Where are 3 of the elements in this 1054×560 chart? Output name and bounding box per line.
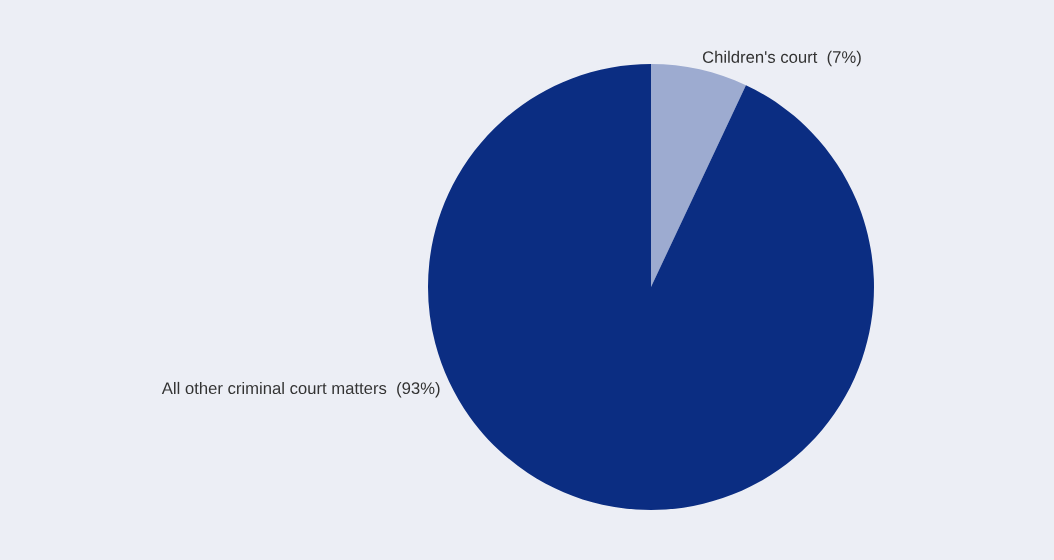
- slice-label: Children's court (7%): [702, 50, 861, 67]
- slice-label: All other criminal court matters (93%): [161, 381, 440, 398]
- pie-slice: [651, 64, 746, 287]
